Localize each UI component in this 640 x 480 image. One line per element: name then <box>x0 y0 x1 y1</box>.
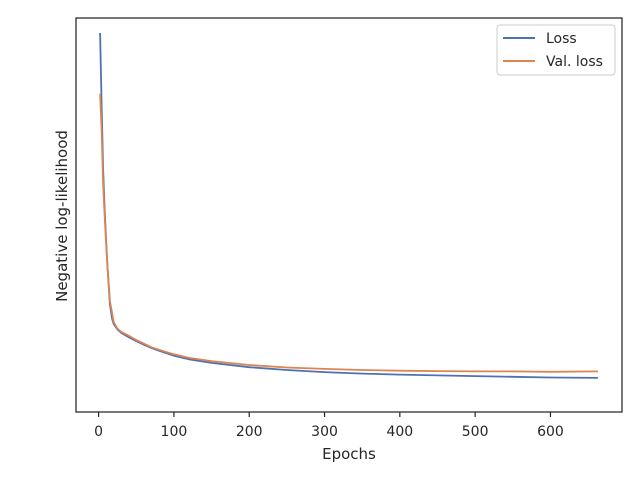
legend-label-val-loss: Val. loss <box>546 54 603 70</box>
y-axis-label: Negative log-likelihood <box>53 130 71 302</box>
x-tick-label: 500 <box>462 424 489 440</box>
x-tick-label: 200 <box>236 424 263 440</box>
x-tick-label: 600 <box>537 424 564 440</box>
legend-label-loss: Loss <box>546 31 577 47</box>
x-tick-label: 400 <box>386 424 413 440</box>
x-tick-label: 0 <box>94 424 103 440</box>
series-line-val-loss <box>99 93 598 373</box>
x-tick-label: 300 <box>311 424 338 440</box>
series-layer <box>99 32 598 379</box>
legend: Loss Val. loss <box>496 24 616 76</box>
x-tick-label: 100 <box>161 424 188 440</box>
plot-area-frame <box>75 17 623 413</box>
x-axis-label: Epochs <box>322 445 376 463</box>
x-axis-ticks: 0 100 200 300 400 500 600 <box>94 412 564 440</box>
